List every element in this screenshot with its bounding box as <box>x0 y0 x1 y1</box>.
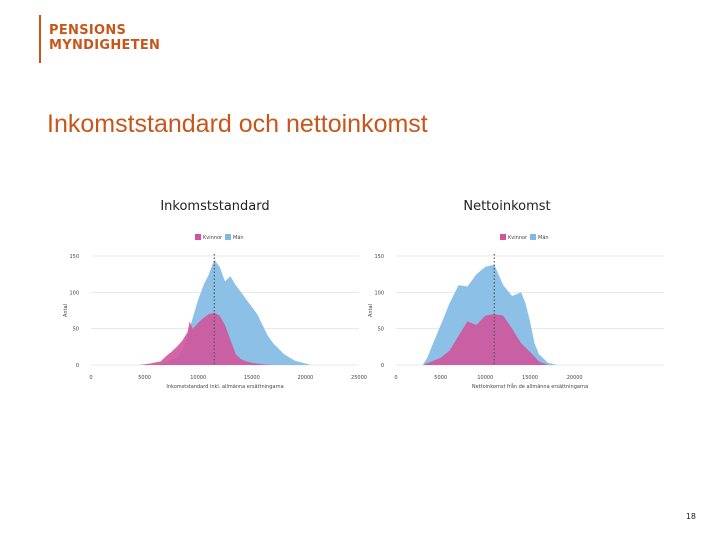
x-tick-label-25000: 25000 <box>351 375 367 381</box>
series-area-kvinnor <box>91 312 284 365</box>
x-tick-label-10000: 10000 <box>190 375 206 381</box>
y-tick-label-50: 50 <box>73 327 79 333</box>
x-tick-label-20000: 20000 <box>567 375 583 381</box>
x-tick-label-15000: 15000 <box>522 375 538 381</box>
y-axis-title: Antal <box>368 304 374 317</box>
slide-title: Inkomststandard och nettoinkomst <box>47 110 428 138</box>
chart-title-nettoinkomst: Nettoinkomst <box>463 199 551 214</box>
page-number: 18 <box>685 512 696 521</box>
logo-text-line2: MYNDIGHETEN <box>49 38 161 53</box>
y-tick-label-0: 0 <box>76 363 79 369</box>
x-tick-label-20000: 20000 <box>297 375 313 381</box>
x-tick-label-15000: 15000 <box>244 375 260 381</box>
y-tick-label-0: 0 <box>381 363 384 369</box>
x-tick-label-0: 0 <box>394 375 397 381</box>
legend-label-kvinnor: Kvinnor <box>508 235 528 241</box>
legend-swatch-man <box>530 234 536 240</box>
legend-label-man: Män <box>233 235 244 241</box>
y-tick-label-100: 100 <box>69 290 79 296</box>
chart-nettoinkomst: 0 50 100 150 0 5000 10000 15000 20000 Nettoinkoms… <box>368 234 664 390</box>
y-tick-label-150: 150 <box>69 254 79 260</box>
series-area-man <box>91 259 311 365</box>
legend-swatch-kvinnor <box>500 234 506 240</box>
y-tick-label-100: 100 <box>374 290 384 296</box>
chart-inkomststandard: 0 50 100 150 0 5000 10000 15000 20000 25000 Inkoms… <box>63 234 367 390</box>
legend-swatch-kvinnor <box>195 234 201 240</box>
y-tick-label-50: 50 <box>378 327 384 333</box>
chart-title-inkomststandard: Inkomststandard <box>160 199 270 214</box>
x-tick-label-5000: 5000 <box>434 375 447 381</box>
legend-label-man: Män <box>538 235 549 241</box>
x-tick-label-10000: 10000 <box>477 375 493 381</box>
legend-swatch-man <box>225 234 231 240</box>
x-tick-label-0: 0 <box>89 375 92 381</box>
series-area-kvinnor <box>396 314 548 365</box>
logo-bar <box>39 15 41 63</box>
legend-label-kvinnor: Kvinnor <box>203 235 223 241</box>
x-axis-title: Inkomststandard inkl. allmänna ersättnin… <box>166 384 283 390</box>
x-tick-label-5000: 5000 <box>138 375 151 381</box>
y-tick-label-150: 150 <box>374 254 384 260</box>
x-axis-title: Nettoinkomst från de allmänna ersättning… <box>472 383 588 390</box>
logo-text-line1: PENSIONS <box>49 23 127 38</box>
y-axis-title: Antal <box>63 304 69 317</box>
